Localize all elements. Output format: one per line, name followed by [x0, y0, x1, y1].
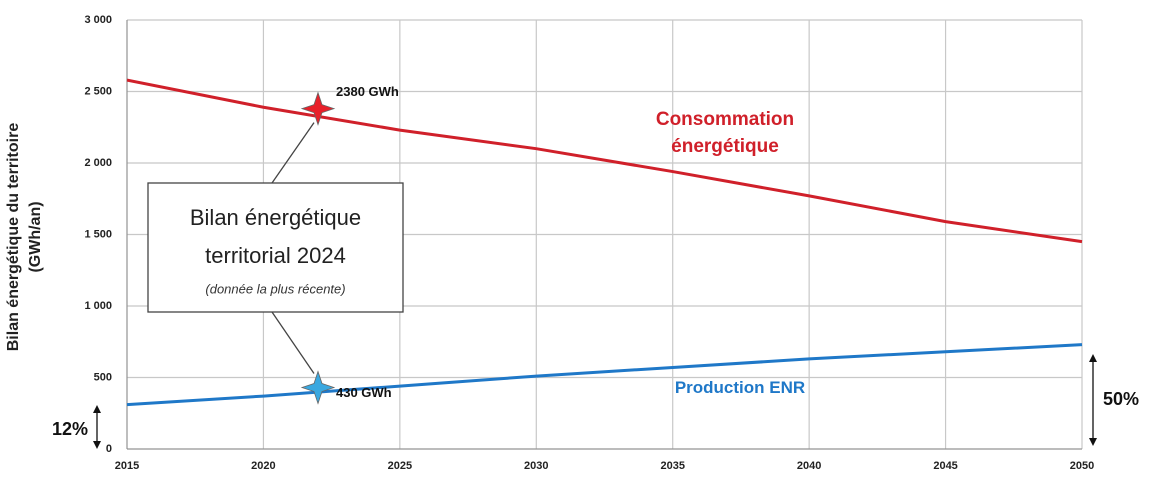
- y-tick-label: 2 000: [84, 157, 112, 169]
- x-tick-label: 2015: [115, 460, 139, 472]
- x-tick-label: 2050: [1070, 460, 1094, 472]
- side-label: 12%: [52, 419, 88, 439]
- box-text: territorial 2024: [205, 243, 346, 268]
- star-marker: [300, 91, 336, 126]
- x-tick-label: 2025: [388, 460, 412, 472]
- series-line: [126, 343, 1083, 407]
- box-text: Bilan énergétique: [190, 205, 361, 230]
- series-line: [126, 78, 1083, 244]
- x-tick-label: 2035: [660, 460, 684, 472]
- arrowhead: [1089, 438, 1097, 446]
- arrow: [271, 311, 315, 374]
- y-tick-label: 0: [106, 443, 112, 455]
- box-note: (donnée la plus récente): [205, 281, 345, 296]
- arrowhead: [93, 405, 101, 413]
- y-axis-label: Bilan énergétique du territoire (GWh/an): [5, 122, 44, 352]
- series-label: Production ENR: [674, 378, 806, 397]
- arrowhead: [93, 441, 101, 449]
- arrowhead: [1089, 354, 1097, 362]
- annotation: 2380 GWh: [336, 84, 399, 99]
- arrow: [271, 122, 315, 184]
- x-tick-label: 2020: [251, 460, 275, 472]
- box: [147, 182, 404, 313]
- y-tick-label: 1 500: [84, 228, 112, 240]
- side-label: 50%: [1103, 389, 1139, 409]
- y-tick-label: 2 500: [84, 85, 112, 97]
- x-tick-label: 2040: [797, 460, 821, 472]
- x-tick-label: 2030: [524, 460, 548, 472]
- star-marker: [300, 370, 336, 405]
- annotation: 430 GWh: [336, 385, 392, 400]
- y-tick-label: 500: [94, 371, 112, 383]
- series-label: Consommation énergétique: [655, 109, 795, 157]
- y-tick-label: 1 000: [84, 300, 112, 312]
- x-tick-label: 2045: [933, 460, 957, 472]
- y-tick-label: 3 000: [84, 14, 112, 26]
